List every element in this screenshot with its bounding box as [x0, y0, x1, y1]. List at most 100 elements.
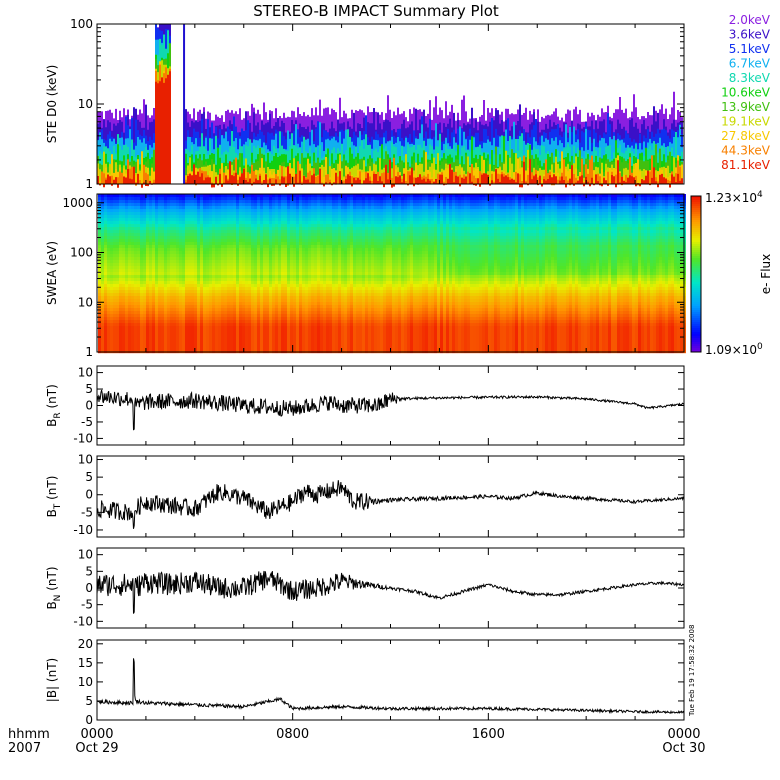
swea-heatmap-cell: [290, 251, 293, 255]
swea-heatmap-cell: [251, 197, 254, 201]
swea-heatmap-cell: [362, 314, 365, 318]
swea-heatmap-cell: [227, 218, 230, 222]
swea-heatmap-cell: [131, 206, 134, 210]
swea-heatmap-cell: [293, 335, 296, 339]
swea-heatmap-cell: [158, 257, 161, 261]
swea-heatmap-cell: [179, 335, 182, 339]
swea-heatmap-cell: [251, 344, 254, 348]
swea-heatmap-cell: [371, 269, 374, 273]
swea-heatmap-cell: [341, 266, 344, 270]
swea-heatmap-cell: [209, 194, 212, 198]
swea-heatmap-cell: [182, 326, 185, 330]
swea-heatmap-cell: [209, 314, 212, 318]
swea-heatmap-cell: [257, 245, 260, 249]
swea-heatmap-cell: [317, 269, 320, 273]
swea-heatmap-cell: [299, 236, 302, 240]
swea-heatmap-cell: [167, 278, 170, 282]
swea-heatmap-cell: [302, 323, 305, 327]
swea-heatmap-cell: [287, 281, 290, 285]
swea-heatmap-cell: [269, 308, 272, 312]
swea-heatmap-cell: [101, 257, 104, 261]
swea-heatmap-cell: [104, 239, 107, 243]
swea-heatmap-cell: [275, 218, 278, 222]
swea-heatmap-cell: [125, 296, 128, 300]
swea-heatmap-cell: [242, 275, 245, 279]
swea-heatmap-cell: [113, 245, 116, 249]
swea-heatmap-cell: [197, 308, 200, 312]
swea-heatmap-cell: [209, 284, 212, 288]
swea-heatmap-cell: [368, 293, 371, 297]
swea-heatmap-cell: [167, 194, 170, 198]
swea-heatmap-cell: [197, 203, 200, 207]
swea-heatmap-cell: [173, 197, 176, 201]
swea-heatmap-cell: [209, 332, 212, 336]
swea-heatmap-cell: [344, 254, 347, 258]
swea-heatmap-cell: [149, 197, 152, 201]
swea-heatmap-cell: [338, 236, 341, 240]
swea-heatmap-cell: [266, 293, 269, 297]
swea-heatmap-cell: [104, 290, 107, 294]
swea-heatmap-cell: [308, 221, 311, 225]
swea-heatmap-cell: [224, 347, 227, 351]
swea-heatmap-cell: [203, 251, 206, 255]
swea-heatmap-cell: [98, 224, 101, 228]
swea-heatmap-cell: [317, 266, 320, 270]
swea-heatmap-cell: [167, 311, 170, 315]
swea-heatmap-cell: [113, 227, 116, 231]
swea-heatmap-cell: [287, 293, 290, 297]
swea-heatmap-cell: [287, 227, 290, 231]
swea-heatmap-cell: [143, 260, 146, 264]
swea-heatmap-cell: [212, 287, 215, 291]
swea-heatmap-cell: [245, 290, 248, 294]
swea-heatmap-cell: [257, 314, 260, 318]
swea-heatmap-cell: [203, 290, 206, 294]
swea-heatmap-cell: [227, 224, 230, 228]
swea-heatmap-cell: [242, 302, 245, 306]
swea-heatmap-cell: [203, 269, 206, 273]
swea-heatmap-cell: [233, 332, 236, 336]
swea-heatmap-cell: [119, 290, 122, 294]
swea-heatmap-cell: [128, 275, 131, 279]
swea-heatmap-cell: [242, 227, 245, 231]
swea-heatmap-cell: [197, 287, 200, 291]
swea-heatmap-cell: [170, 311, 173, 315]
swea-heatmap-cell: [194, 317, 197, 321]
swea-heatmap-cell: [203, 212, 206, 216]
swea-heatmap-cell: [356, 239, 359, 243]
swea-heatmap-cell: [368, 278, 371, 282]
swea-heatmap-cell: [173, 338, 176, 342]
swea-heatmap-cell: [263, 194, 266, 198]
swea-heatmap-cell: [116, 203, 119, 207]
swea-heatmap-cell: [107, 290, 110, 294]
swea-heatmap-cell: [119, 194, 122, 198]
swea-heatmap-cell: [227, 203, 230, 207]
swea-heatmap-cell: [170, 242, 173, 246]
swea-heatmap-cell: [233, 218, 236, 222]
swea-heatmap-cell: [236, 221, 239, 225]
swea-heatmap-cell: [347, 341, 350, 345]
swea-heatmap-cell: [263, 260, 266, 264]
swea-heatmap-cell: [233, 278, 236, 282]
swea-heatmap-cell: [239, 341, 242, 345]
swea-heatmap-cell: [269, 311, 272, 315]
swea-heatmap-cell: [227, 287, 230, 291]
swea-heatmap-cell: [293, 341, 296, 345]
swea-heatmap-cell: [107, 263, 110, 267]
swea-heatmap-cell: [311, 260, 314, 264]
swea-heatmap-cell: [320, 269, 323, 273]
swea-heatmap-cell: [167, 239, 170, 243]
swea-heatmap-cell: [278, 272, 281, 276]
swea-heatmap-cell: [356, 203, 359, 207]
swea-heatmap-cell: [227, 227, 230, 231]
swea-heatmap-cell: [317, 263, 320, 267]
swea-heatmap-cell: [197, 347, 200, 351]
swea-heatmap-cell: [131, 221, 134, 225]
swea-heatmap-cell: [236, 311, 239, 315]
swea-heatmap-cell: [194, 299, 197, 303]
swea-heatmap-cell: [152, 347, 155, 351]
swea-heatmap-cell: [308, 281, 311, 285]
swea-heatmap-cell: [161, 266, 164, 270]
swea-heatmap-cell: [206, 239, 209, 243]
swea-heatmap-cell: [188, 257, 191, 261]
swea-heatmap-cell: [290, 272, 293, 276]
